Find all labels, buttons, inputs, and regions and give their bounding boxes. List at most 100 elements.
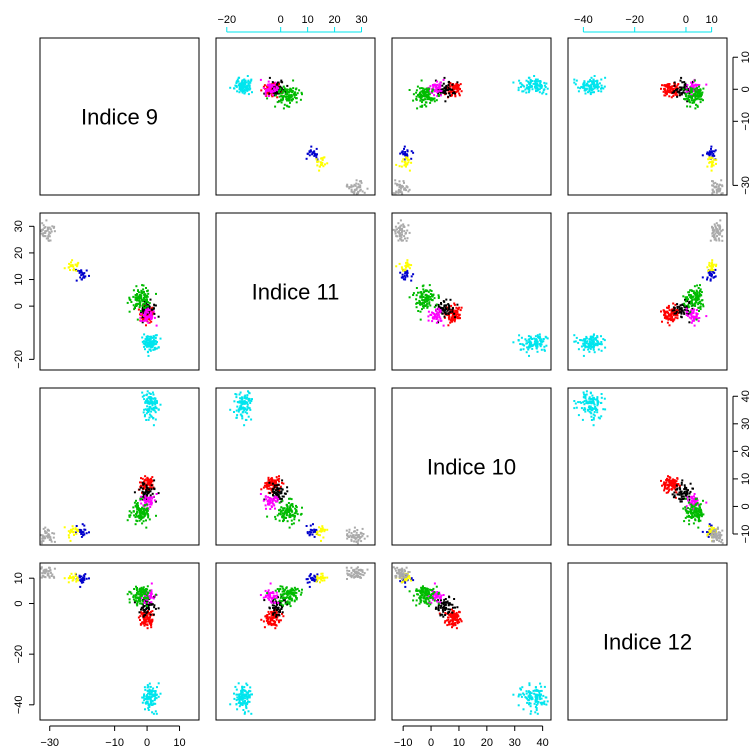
data-point — [690, 509, 692, 512]
data-point — [350, 184, 353, 187]
data-point — [236, 90, 239, 93]
data-point — [717, 531, 720, 534]
data-point — [279, 508, 282, 511]
data-point — [149, 506, 152, 508]
data-point — [316, 153, 318, 156]
data-point — [593, 87, 596, 90]
data-point — [680, 490, 683, 493]
data-point — [143, 345, 146, 348]
data-point — [716, 527, 719, 530]
data-point — [690, 94, 693, 97]
data-point — [147, 307, 150, 310]
data-point — [543, 81, 546, 84]
data-point — [294, 510, 297, 513]
data-point — [155, 493, 158, 495]
data-point — [306, 531, 309, 534]
data-point — [138, 302, 140, 305]
data-point — [80, 531, 83, 534]
data-point — [279, 485, 282, 488]
data-point — [141, 522, 144, 525]
data-point — [412, 93, 415, 96]
data-point — [713, 271, 716, 274]
data-point — [429, 101, 432, 104]
data-point — [716, 539, 718, 541]
data-point — [666, 477, 668, 480]
panel-frame — [391, 387, 552, 546]
data-point — [282, 509, 285, 512]
data-point — [80, 278, 83, 281]
data-point — [588, 338, 591, 341]
data-point — [146, 400, 149, 403]
data-point — [277, 497, 280, 500]
data-point — [63, 577, 66, 580]
data-point — [144, 504, 146, 507]
data-point — [694, 291, 697, 294]
data-point — [685, 89, 688, 92]
data-point — [585, 335, 588, 338]
data-point — [278, 100, 281, 103]
data-point — [233, 411, 235, 413]
data-point — [315, 528, 318, 531]
data-point — [596, 404, 599, 407]
panel-frame — [567, 37, 728, 196]
data-point — [156, 341, 158, 343]
data-point — [145, 412, 148, 415]
data-point — [588, 80, 591, 83]
data-point — [267, 88, 270, 91]
data-point — [684, 308, 687, 311]
data-point — [128, 598, 131, 601]
data-point — [245, 81, 248, 84]
data-point — [280, 506, 283, 509]
data-point — [527, 341, 530, 344]
data-point — [678, 94, 681, 97]
data-point — [534, 335, 537, 338]
data-point — [144, 512, 147, 515]
data-point — [714, 530, 717, 533]
data-point — [667, 485, 670, 488]
data-point — [236, 414, 239, 417]
data-point — [452, 317, 455, 320]
data-point — [680, 493, 683, 496]
data-point — [587, 348, 590, 351]
data-point — [718, 228, 721, 230]
data-point — [138, 297, 141, 300]
data-point — [244, 91, 247, 94]
data-point — [400, 228, 403, 231]
data-point — [705, 315, 708, 318]
data-point — [148, 589, 151, 592]
data-point — [403, 274, 406, 277]
data-point — [692, 93, 695, 96]
data-point — [591, 343, 594, 346]
data-point — [397, 183, 400, 186]
data-point — [288, 99, 291, 102]
data-point — [672, 479, 675, 482]
data-point — [141, 487, 144, 490]
data-point — [394, 230, 397, 233]
data-point — [280, 492, 283, 495]
data-point — [244, 85, 247, 88]
data-point — [148, 497, 151, 500]
data-point — [712, 263, 715, 266]
data-point — [528, 76, 531, 79]
data-point — [394, 179, 397, 182]
data-point — [241, 401, 244, 404]
data-point — [458, 84, 461, 87]
data-point — [419, 318, 422, 321]
data-point — [687, 92, 690, 95]
data-point — [267, 500, 270, 502]
data-point — [680, 309, 683, 312]
data-point — [679, 304, 682, 307]
data-point — [449, 94, 452, 97]
data-point — [154, 500, 157, 503]
data-point — [533, 75, 536, 77]
data-point — [695, 318, 698, 321]
data-point — [145, 305, 148, 308]
data-point — [583, 342, 586, 345]
data-point — [428, 301, 431, 304]
data-point — [147, 492, 150, 495]
data-point — [707, 532, 710, 535]
data-point — [147, 516, 150, 519]
data-point — [574, 83, 577, 86]
data-point — [454, 311, 457, 314]
data-point — [306, 532, 309, 535]
